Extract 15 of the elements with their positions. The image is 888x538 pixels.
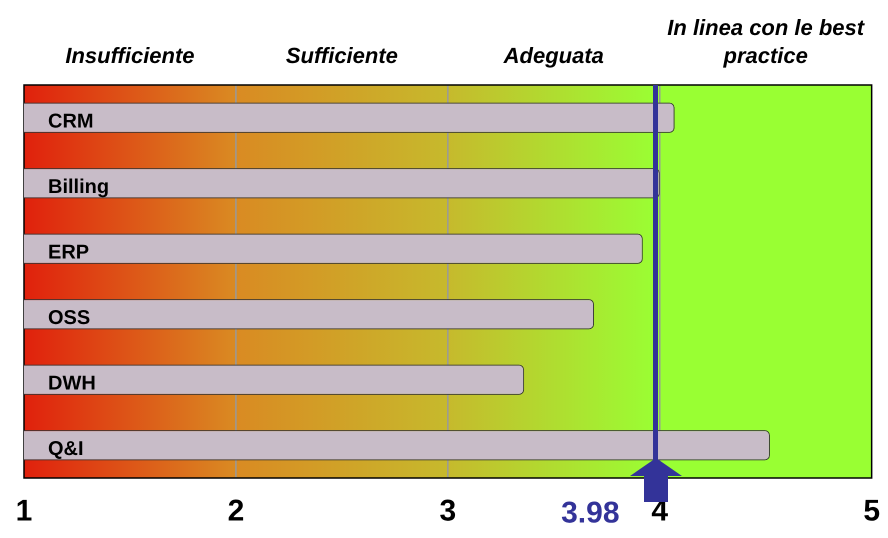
band-label: Sufficiente <box>286 43 398 68</box>
x-tick-label: 3 <box>439 494 456 528</box>
x-tick-label: 1 <box>16 494 32 528</box>
ref-line-label: 3.98 <box>561 496 620 530</box>
y-tick-label: ERP <box>48 241 90 264</box>
band-label: Insufficiente <box>65 43 195 68</box>
x-tick-label: 2 <box>228 494 244 528</box>
y-tick-label: Q&I <box>48 438 84 460</box>
x-tick-label: 5 <box>863 494 880 528</box>
y-tick-label: OSS <box>48 306 90 329</box>
y-tick-label: Billing <box>48 176 110 198</box>
band-label: In linea con le best practice <box>667 15 866 68</box>
band-label: Adeguata <box>502 43 604 68</box>
y-tick-label: CRM <box>48 110 94 132</box>
y-tick-label: DWH <box>48 372 96 394</box>
